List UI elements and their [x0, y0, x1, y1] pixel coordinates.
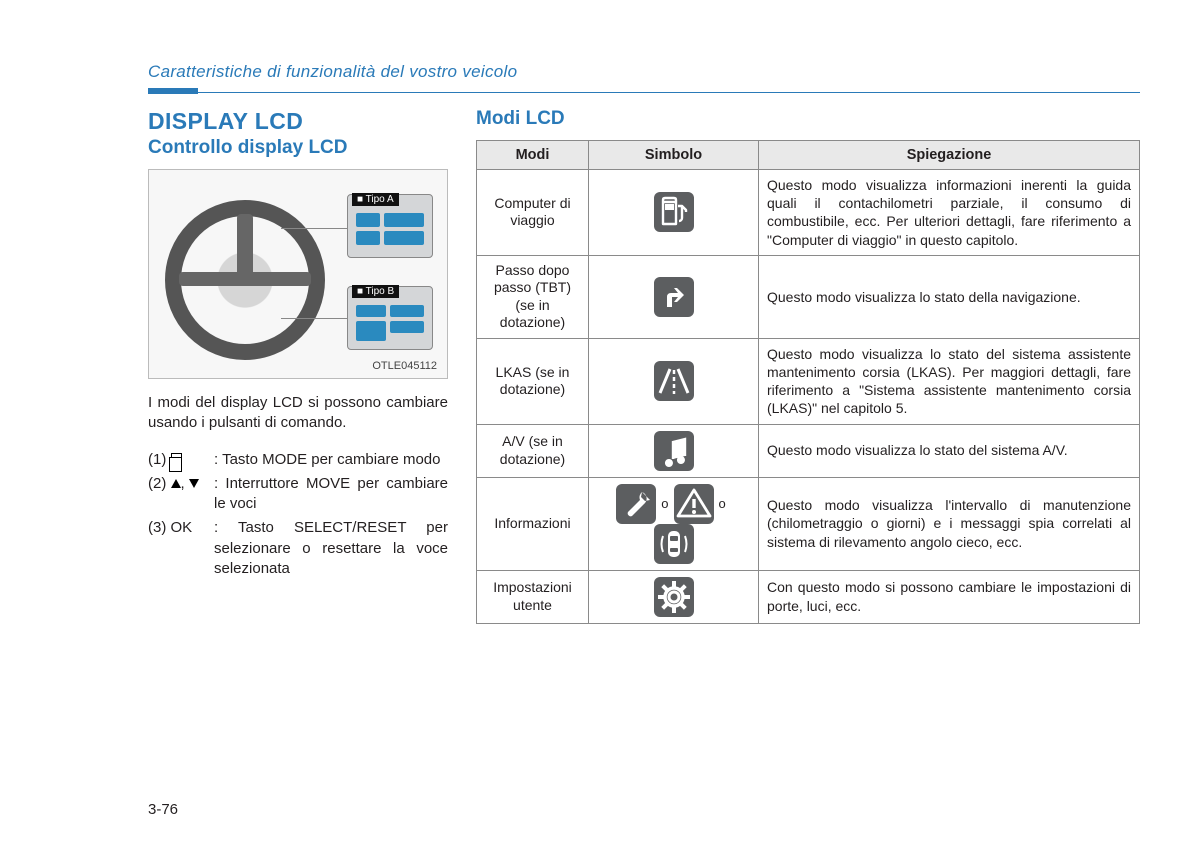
chapter-header: Caratteristiche di funzionalità del vost…	[148, 62, 1140, 82]
steering-wheel-icon	[165, 200, 325, 360]
table-row: Passo dopo passo (TBT) (se in dotazione)…	[477, 255, 1140, 338]
gear-icon	[654, 577, 694, 617]
ok-label: OK	[171, 519, 193, 536]
control-panel-a: ■ Tipo A	[347, 194, 433, 258]
triangle-down-icon	[189, 479, 199, 488]
turn-arrow-icon	[654, 277, 694, 317]
header-rule	[148, 88, 1140, 94]
th-mode: Modi	[477, 141, 589, 170]
page-number: 3-76	[148, 801, 178, 818]
table-row: A/V (se in dotazione) Questo modo visual…	[477, 424, 1140, 477]
wrench-icon	[616, 484, 656, 524]
figure-code: OTLE045112	[372, 360, 437, 372]
triangle-up-icon	[171, 479, 181, 488]
control-item-3: (3) OK : Tasto SELECT/RESET per selezion…	[148, 518, 448, 579]
car-top-icon	[654, 524, 694, 564]
th-explain: Spiegazione	[759, 141, 1140, 170]
fuel-pump-icon	[654, 192, 694, 232]
control-item-2: (2) , : Interruttore MOVE per cambiare l…	[148, 474, 448, 515]
table-row: Impostazioni utente Con questo modo si p…	[477, 570, 1140, 623]
lane-keep-icon	[654, 361, 694, 401]
panel-label-b: ■ Tipo B	[352, 285, 399, 298]
subsection-title-left: Controllo display LCD	[148, 137, 448, 159]
subsection-title-right: Modi LCD	[476, 108, 1140, 130]
right-column: Modi LCD Modi Simbolo Spiegazione Comput…	[476, 108, 1140, 624]
left-column: DISPLAY LCD Controllo display LCD ■ Tipo…	[148, 108, 448, 624]
section-title: DISPLAY LCD	[148, 108, 448, 135]
control-item-1: (1) : Tasto MODE per cambiare modo	[148, 450, 448, 470]
music-note-icon	[654, 431, 694, 471]
lcd-modes-table: Modi Simbolo Spiegazione Computer di via…	[476, 140, 1140, 624]
or-label: o	[719, 496, 726, 511]
warning-triangle-icon	[674, 484, 714, 524]
table-row: Computer di viaggio Questo modo visualiz…	[477, 170, 1140, 256]
intro-text: I modi del display LCD si possono cambia…	[148, 393, 448, 434]
table-row: LKAS (se in dotazione) Questo modo visua…	[477, 338, 1140, 424]
panel-label-a: ■ Tipo A	[352, 193, 399, 206]
control-panel-b: ■ Tipo B	[347, 286, 433, 350]
table-row: Informazioni o o Questo modo visualizza …	[477, 477, 1140, 570]
th-symbol: Simbolo	[589, 141, 759, 170]
steering-wheel-figure: ■ Tipo A ■ Tipo B OTLE045112	[148, 169, 448, 379]
mode-icon	[171, 453, 182, 466]
or-label: o	[661, 496, 668, 511]
